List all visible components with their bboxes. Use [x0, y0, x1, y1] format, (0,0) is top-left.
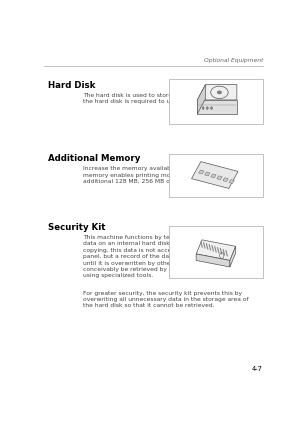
Text: The hard disk is used to store print queue data. Also,
the hard disk is required: The hard disk is used to store print que…: [83, 93, 247, 104]
Polygon shape: [197, 85, 206, 114]
Ellipse shape: [217, 91, 221, 94]
FancyBboxPatch shape: [169, 154, 263, 197]
Text: Increase the memory available to the printer. Additional
memory enables printing: Increase the memory available to the pri…: [83, 166, 252, 184]
Polygon shape: [230, 246, 236, 267]
Polygon shape: [197, 85, 237, 100]
Circle shape: [202, 107, 204, 109]
Polygon shape: [197, 100, 237, 114]
Polygon shape: [229, 180, 234, 184]
Circle shape: [206, 107, 208, 109]
Polygon shape: [196, 254, 230, 267]
Text: Additional Memory: Additional Memory: [48, 154, 140, 163]
Text: Hard Disk: Hard Disk: [48, 81, 95, 90]
Polygon shape: [199, 170, 204, 174]
Polygon shape: [217, 176, 222, 180]
Text: Security Kit: Security Kit: [48, 223, 106, 232]
Polygon shape: [196, 240, 236, 261]
FancyBboxPatch shape: [169, 226, 263, 278]
Polygon shape: [205, 172, 210, 176]
Text: 4-7: 4-7: [252, 366, 263, 372]
Polygon shape: [223, 178, 228, 181]
Text: Optional Equipment: Optional Equipment: [204, 58, 263, 63]
Circle shape: [211, 107, 212, 109]
Text: This machine functions by temporarily storing scanned
data on an internal hard d: This machine functions by temporarily st…: [83, 235, 254, 278]
Text: For greater security, the security kit prevents this by
overwriting all unnecess: For greater security, the security kit p…: [83, 291, 248, 309]
Polygon shape: [191, 162, 238, 188]
Polygon shape: [211, 174, 216, 178]
FancyBboxPatch shape: [169, 79, 263, 124]
